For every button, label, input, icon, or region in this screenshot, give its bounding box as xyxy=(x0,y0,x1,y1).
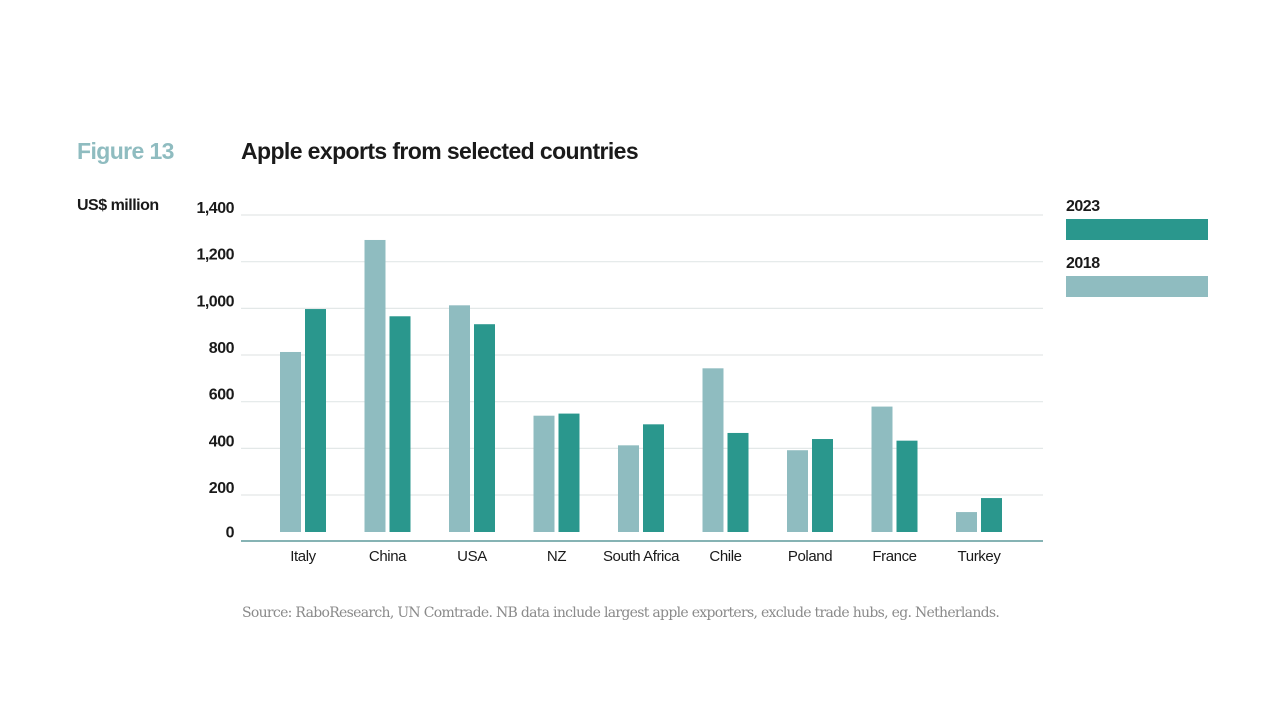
y-tick-label: 800 xyxy=(209,340,235,357)
y-tick-label: 200 xyxy=(209,480,235,497)
bar-nz-2023 xyxy=(558,413,580,532)
x-tick-labels: Italy China USA NZ South Africa Chile Poland Fr… xyxy=(290,548,1001,565)
y-tick-label: 1,200 xyxy=(196,247,234,264)
bar-poland-2023 xyxy=(812,439,833,532)
bar-usa-2018 xyxy=(449,305,470,532)
x-tick-label: Chile xyxy=(709,548,741,565)
y-tick-labels: 0 200 400 600 800 1,000 1,200 1,400 xyxy=(196,200,235,542)
source-note: Source: RaboResearch, UN Comtrade. NB da… xyxy=(242,605,1000,621)
bars xyxy=(280,239,1002,532)
x-tick-label: China xyxy=(369,548,407,565)
bar-italy-2018 xyxy=(280,351,301,532)
bar-chile-2023 xyxy=(727,432,749,532)
bar-france-2023 xyxy=(896,440,918,532)
x-tick-label: Italy xyxy=(290,548,316,565)
x-tick-label: USA xyxy=(457,548,487,565)
y-tick-label: 400 xyxy=(209,433,235,450)
bar-chile-2018 xyxy=(702,368,724,532)
x-tick-label: NZ xyxy=(547,548,566,565)
x-tick-label: South Africa xyxy=(603,548,680,565)
x-tick-label: France xyxy=(872,548,916,565)
bar-italy-2023 xyxy=(305,309,326,532)
bar-turkey-2018 xyxy=(956,512,977,532)
x-tick-label: Poland xyxy=(788,548,832,565)
bar-poland-2018 xyxy=(787,450,808,532)
bar-china-2018 xyxy=(364,239,386,532)
y-tick-label: 600 xyxy=(209,387,235,404)
bar-south-africa-2023 xyxy=(643,424,664,532)
legend-label-2023: 2023 xyxy=(1066,198,1100,215)
bar-usa-2023 xyxy=(474,324,495,532)
y-tick-label: 1,000 xyxy=(196,293,234,310)
gridlines xyxy=(241,214,1043,496)
bar-south-africa-2018 xyxy=(618,445,639,532)
legend-label-2018: 2018 xyxy=(1066,255,1100,272)
x-tick-label: Turkey xyxy=(958,548,1002,565)
chart-title: Apple exports from selected countries xyxy=(241,138,639,164)
legend-swatch-2023 xyxy=(1066,219,1208,240)
bar-nz-2018 xyxy=(533,415,555,532)
bar-france-2018 xyxy=(871,406,893,532)
legend-swatch-2018 xyxy=(1066,276,1208,297)
bar-turkey-2023 xyxy=(981,498,1002,532)
y-tick-label: 0 xyxy=(226,525,235,542)
bar-china-2023 xyxy=(389,316,411,532)
y-axis-label: US$ million xyxy=(77,197,159,214)
figure-label: Figure 13 xyxy=(77,138,174,164)
y-tick-label: 1,400 xyxy=(196,200,234,217)
